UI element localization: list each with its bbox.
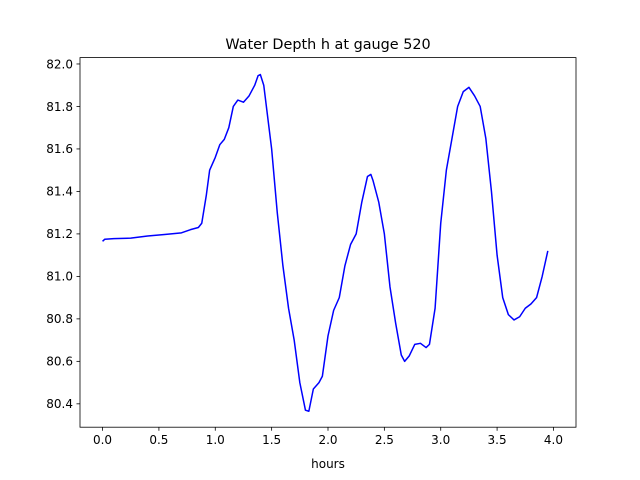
x-tick-label: 3.0 xyxy=(431,433,450,447)
plot-area: 0.0 0.5 1.0 1.5 2.0 2.5 3.0 3.5 4.0 80.4 80.6 80.8 8… xyxy=(46,57,577,447)
y-tick-label: 81.4 xyxy=(46,185,73,199)
x-tick-label: 3.5 xyxy=(488,433,507,447)
y-tick-label: 81.6 xyxy=(46,142,73,156)
x-tick-label: 1.5 xyxy=(262,433,281,447)
y-tick-label: 82.0 xyxy=(46,57,73,71)
x-tick-label: 4.0 xyxy=(544,433,563,447)
x-tick-label: 1.0 xyxy=(206,433,225,447)
x-axis-label: hours xyxy=(311,457,345,471)
y-tick-label: 80.8 xyxy=(46,312,73,326)
series-line-0 xyxy=(102,73,549,413)
x-tick-label: 0.0 xyxy=(93,433,112,447)
y-tick-label: 81.8 xyxy=(46,100,73,114)
y-tick-label: 80.4 xyxy=(46,397,73,411)
x-tick-label: 2.5 xyxy=(375,433,394,447)
y-tick-label: 81.0 xyxy=(46,270,73,284)
chart-title: Water Depth h at gauge 520 xyxy=(225,37,430,53)
y-tick-label: 81.2 xyxy=(46,227,73,241)
x-tick-label: 2.0 xyxy=(318,433,337,447)
x-tick-label: 0.5 xyxy=(149,433,168,447)
y-tick-label: 80.6 xyxy=(46,355,73,369)
